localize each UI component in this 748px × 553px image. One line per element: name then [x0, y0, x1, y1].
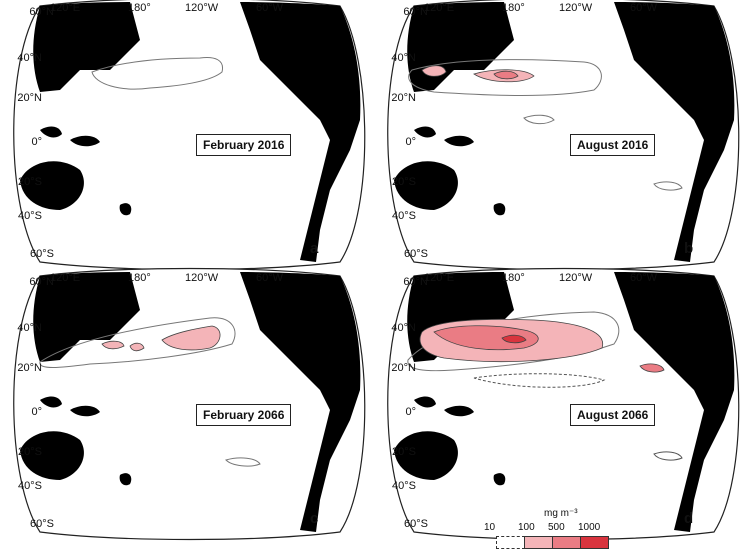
lon-label: 120°E	[50, 272, 81, 284]
lat-label: 60°S	[30, 248, 54, 260]
legend-tick: 100	[518, 522, 535, 533]
lat-label: 60°N	[29, 276, 54, 288]
lon-label: 60°W	[256, 272, 284, 284]
lat-label: 40°N	[391, 322, 416, 334]
lon-label: 120°E	[424, 272, 455, 284]
legend-unit: mg m⁻³	[544, 508, 578, 519]
lat-label: 40°S	[18, 480, 42, 492]
lat-label: 60°N	[403, 6, 428, 18]
lon-label: 60°W	[630, 272, 658, 284]
legend-tick: 10	[484, 522, 496, 533]
lon-label: 180°	[502, 272, 525, 284]
map-panel-c: February 2066 c	[0, 267, 374, 541]
lon-label: 180°	[128, 2, 151, 14]
contours-c	[39, 317, 261, 467]
lat-label: 60°N	[403, 276, 428, 288]
legend-tick: 500	[548, 522, 565, 533]
legend-tick: 1000	[578, 522, 601, 533]
lon-label: 120°E	[424, 2, 455, 14]
panel-letter: c	[310, 510, 319, 527]
lat-label: 40°N	[391, 52, 416, 64]
legend-swatches	[496, 536, 609, 549]
lat-label: 20°N	[391, 92, 416, 104]
contours-a	[91, 57, 224, 90]
lat-label: 60°S	[404, 518, 428, 530]
panel-title: August 2016	[570, 134, 656, 156]
panel-title: August 2066	[570, 404, 656, 426]
lat-label: 20°S	[392, 176, 416, 188]
lat-label: 0°	[405, 136, 416, 148]
legend-swatch	[496, 536, 525, 549]
lat-label: 60°S	[30, 518, 54, 530]
lat-label: 20°N	[391, 362, 416, 374]
lon-label: 180°	[502, 2, 525, 14]
lon-label: 120°W	[185, 272, 219, 284]
panel-letter: d	[684, 510, 694, 527]
lat-label: 20°N	[17, 362, 42, 374]
lat-label: 20°S	[392, 446, 416, 458]
lon-label: 60°W	[630, 2, 658, 14]
lat-label: 20°N	[17, 92, 42, 104]
lat-label: 0°	[31, 406, 42, 418]
lat-label: 0°	[405, 406, 416, 418]
lon-label: 120°W	[559, 2, 593, 14]
contours-b	[408, 59, 683, 191]
panel-title: February 2066	[196, 404, 292, 426]
lat-label: 20°S	[18, 446, 42, 458]
lat-label: 60°N	[29, 6, 54, 18]
lat-label: 60°S	[404, 248, 428, 260]
lat-label: 40°N	[17, 322, 42, 334]
map-b	[387, 0, 740, 271]
map-a	[13, 0, 366, 271]
map-d	[387, 267, 740, 541]
map-panel-d: August 2066 d	[374, 267, 748, 541]
panel-title: February 2016	[196, 134, 292, 156]
legend-swatch	[580, 536, 609, 549]
map-panel-b: August 2016 b	[374, 0, 748, 271]
lat-label: 40°S	[18, 210, 42, 222]
lat-label: 40°N	[17, 52, 42, 64]
lon-label: 120°W	[185, 2, 219, 14]
legend-swatch	[552, 536, 581, 549]
lat-label: 40°S	[392, 480, 416, 492]
panel-letter: a	[310, 240, 319, 257]
lon-label: 120°E	[50, 2, 81, 14]
lon-label: 60°W	[256, 2, 284, 14]
lat-label: 0°	[31, 136, 42, 148]
lon-label: 180°	[128, 272, 151, 284]
map-panel-a: February 2016 a	[0, 0, 374, 271]
map-c	[13, 267, 366, 541]
lon-label: 120°W	[559, 272, 593, 284]
concentration-legend: mg m⁻³ 10 100 500 1000	[480, 508, 620, 552]
lat-label: 20°S	[18, 176, 42, 188]
lat-label: 40°S	[392, 210, 416, 222]
panel-letter: b	[684, 240, 694, 257]
legend-swatch	[524, 536, 553, 549]
contours-d	[407, 311, 683, 461]
